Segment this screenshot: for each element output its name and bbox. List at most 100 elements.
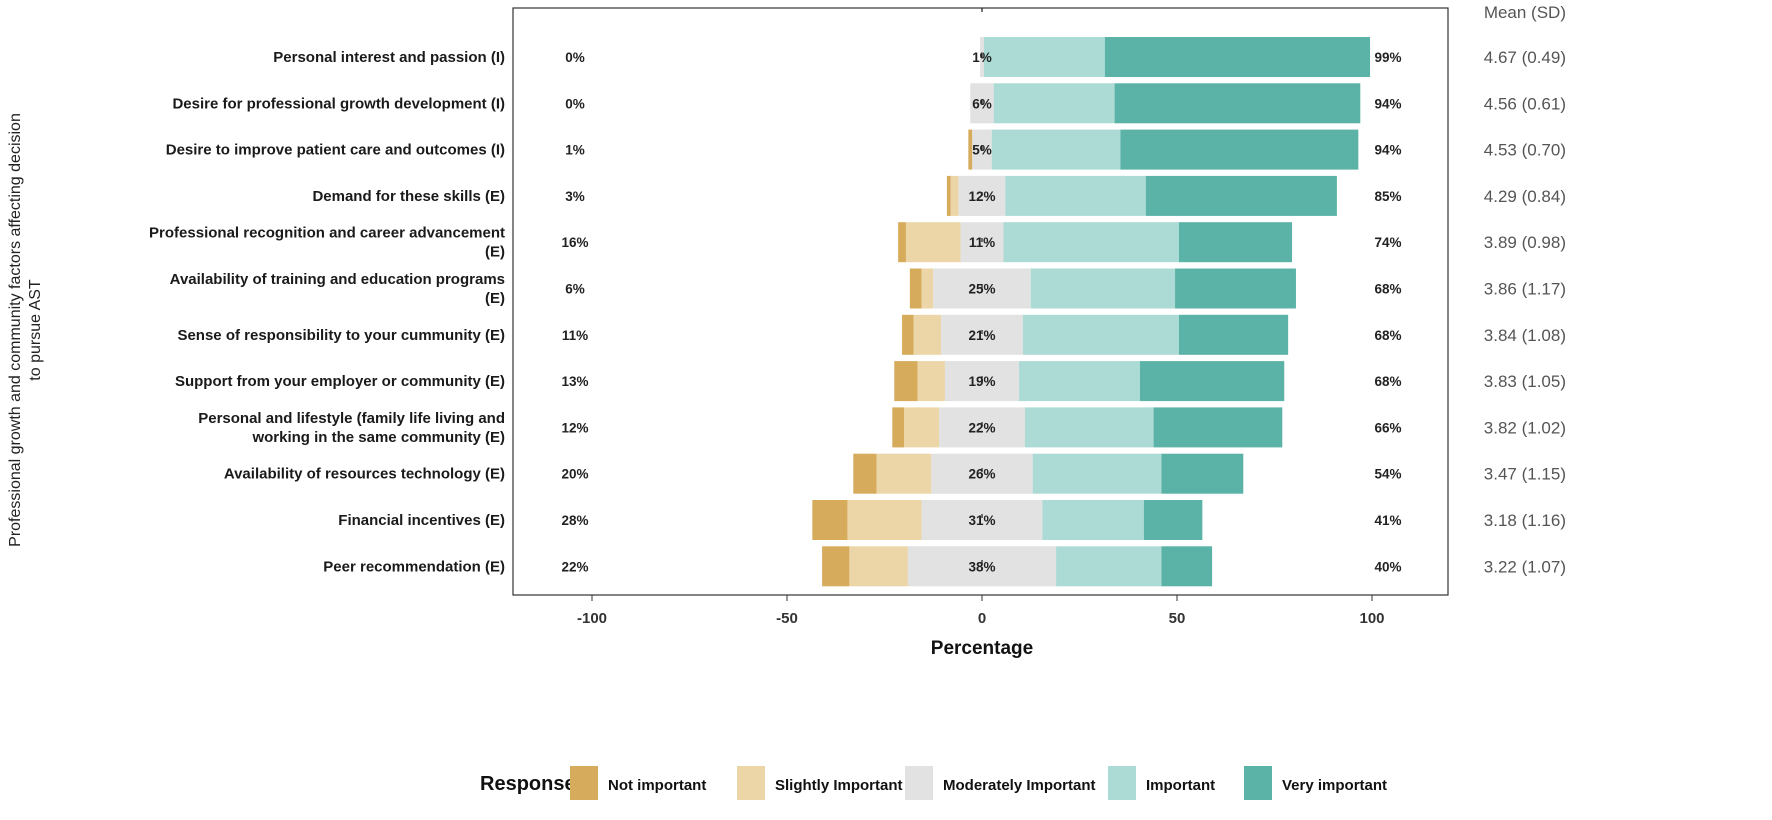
center-percent-label: 38% <box>968 559 995 574</box>
right-percent-label: 54% <box>1374 467 1401 482</box>
bar-segment-very-important <box>1139 361 1285 402</box>
bar-segment-very-important <box>1120 129 1359 170</box>
mean-sd-value: 3.47 (1.15) <box>1484 465 1566 484</box>
bar-segment-very-important <box>1178 222 1293 263</box>
left-percent-label: 28% <box>561 513 588 528</box>
category-label: Peer recommendation (E) <box>323 558 505 575</box>
x-tick-label: -100 <box>577 610 607 627</box>
bar-segment-very-important <box>1175 268 1296 309</box>
bar-segment-very-important <box>1114 83 1361 124</box>
bar-segment-very-important <box>1145 175 1337 216</box>
bar-segment-important <box>991 129 1121 170</box>
x-tick-label: -50 <box>776 610 798 627</box>
bar-segment-moderately-important <box>960 222 1004 263</box>
bar-segment-very-important <box>1104 37 1371 77</box>
bar-segment-not-important <box>892 407 904 448</box>
bar-segment-moderately-important <box>931 453 1033 494</box>
mean-sd-value: 3.86 (1.17) <box>1484 280 1566 299</box>
category-label: Personal interest and passion (I) <box>273 49 505 66</box>
center-percent-label: 26% <box>968 467 995 482</box>
center-percent-label: 21% <box>968 328 995 343</box>
right-percent-label: 40% <box>1374 559 1401 574</box>
x-tick-label: 50 <box>1169 610 1186 627</box>
bar-segment-moderately-important <box>944 361 1020 402</box>
legend-title: Response <box>480 773 576 795</box>
category-label: Professional recognition and career adva… <box>149 225 505 261</box>
category-label: Availability of resources technology (E) <box>224 466 505 483</box>
bar-segment-important <box>1005 175 1146 216</box>
right-percent-label: 68% <box>1374 282 1401 297</box>
bar-segment-not-important <box>909 268 922 309</box>
bar-segment-important <box>1056 546 1162 587</box>
legend-label: Important <box>1146 777 1215 794</box>
left-percent-label: 16% <box>561 235 588 250</box>
left-percent-label: 22% <box>561 559 588 574</box>
left-percent-label: 13% <box>561 374 588 389</box>
left-percent-label: 0% <box>565 96 585 111</box>
legend-swatch <box>570 766 598 800</box>
x-axis-title: Percentage <box>931 638 1033 659</box>
bar-segment-moderately-important <box>907 546 1057 587</box>
mean-sd-value: 3.18 (1.16) <box>1484 511 1566 530</box>
left-percent-label: 20% <box>561 467 588 482</box>
bar-segment-important <box>1030 268 1176 309</box>
center-percent-label: 5% <box>972 143 992 158</box>
bar-segment-moderately-important <box>921 500 1043 540</box>
x-tick-label: 0 <box>978 610 986 627</box>
bar-segment-important <box>1024 407 1154 448</box>
mean-sd-value: 3.22 (1.07) <box>1484 557 1566 576</box>
bar-segment-slightly-important <box>847 500 922 540</box>
category-label: Desire for professional growth developme… <box>172 95 505 112</box>
category-label: Availability of training and education p… <box>170 271 505 307</box>
center-percent-label: 31% <box>968 513 995 528</box>
center-percent-label: 12% <box>968 189 995 204</box>
mean-sd-header: Mean (SD) <box>1484 3 1566 22</box>
bar-segment-slightly-important <box>876 453 932 494</box>
category-label: Support from your employer or community … <box>175 373 505 390</box>
y-axis-title: Professional growth and community factor… <box>7 113 44 547</box>
x-tick-label: 100 <box>1359 610 1384 627</box>
bar-segment-very-important <box>1143 500 1203 540</box>
bar-segment-important <box>1042 500 1144 540</box>
bar-segment-slightly-important <box>921 268 934 309</box>
category-label: Financial incentives (E) <box>338 512 505 529</box>
category-label: Demand for these skills (E) <box>312 188 505 205</box>
left-percent-label: 3% <box>565 189 585 204</box>
bar-segment-very-important <box>1161 546 1213 587</box>
left-percent-label: 11% <box>562 328 588 343</box>
right-percent-label: 94% <box>1374 143 1401 158</box>
bar-segment-slightly-important <box>950 175 959 216</box>
mean-sd-value: 4.67 (0.49) <box>1484 48 1566 67</box>
mean-sd-value: 3.89 (0.98) <box>1484 233 1566 252</box>
bar-segment-not-important <box>853 453 877 494</box>
center-percent-label: 25% <box>968 282 995 297</box>
legend-label: Slightly Important <box>775 777 903 794</box>
legend-swatch <box>905 766 933 800</box>
mean-sd-value: 4.53 (0.70) <box>1484 141 1566 160</box>
bar-segment-very-important <box>1161 453 1244 494</box>
right-percent-label: 66% <box>1374 420 1401 435</box>
right-percent-label: 99% <box>1374 50 1401 65</box>
bar-segment-moderately-important <box>939 407 1025 448</box>
bar-segment-not-important <box>894 361 918 402</box>
left-percent-label: 0% <box>565 50 585 65</box>
bar-segment-not-important <box>812 500 848 540</box>
right-percent-label: 85% <box>1374 189 1401 204</box>
bar-segment-important <box>993 83 1115 124</box>
left-percent-label: 6% <box>565 282 585 297</box>
center-percent-label: 22% <box>968 420 995 435</box>
bar-segment-not-important <box>898 222 906 263</box>
bar-segment-not-important <box>946 175 951 216</box>
bar-segment-moderately-important <box>933 268 1031 309</box>
bar-segment-not-important <box>968 129 973 170</box>
bar-segment-slightly-important <box>913 314 942 355</box>
bar-segment-important <box>983 37 1105 77</box>
category-label: Sense of responsibility to your cummunit… <box>177 327 505 344</box>
mean-sd-value: 4.56 (0.61) <box>1484 94 1566 113</box>
bar-segment-slightly-important <box>849 546 908 587</box>
bar-segment-very-important <box>1153 407 1283 448</box>
legend-label: Moderately Important <box>943 777 1096 794</box>
mean-sd-value: 3.82 (1.02) <box>1484 418 1566 437</box>
right-percent-label: 74% <box>1374 235 1401 250</box>
